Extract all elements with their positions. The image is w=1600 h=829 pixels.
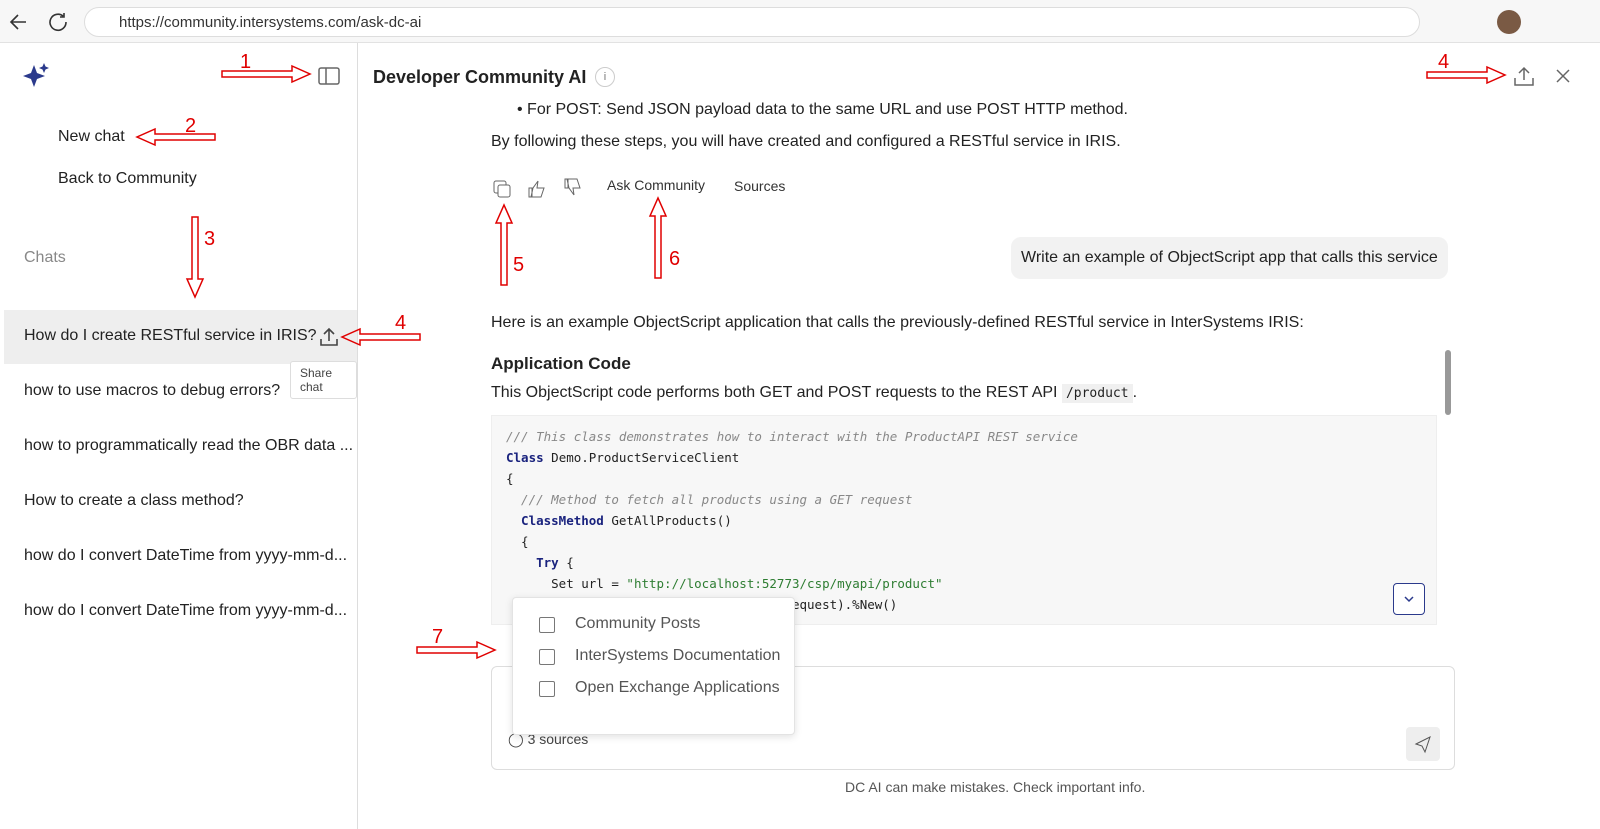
inline-code: /product bbox=[1061, 384, 1133, 403]
tooltip: Share chat bbox=[290, 361, 357, 399]
checkbox[interactable] bbox=[539, 649, 555, 665]
logo bbox=[23, 63, 49, 87]
code-token: Try bbox=[506, 555, 559, 570]
code-line: /// Method to fetch all products using a… bbox=[506, 489, 1422, 510]
code-block: /// This class demonstrates how to inter… bbox=[491, 415, 1437, 625]
checkbox[interactable] bbox=[539, 681, 555, 697]
sources-button[interactable]: ◯ 3 sources bbox=[508, 731, 589, 747]
bullet-text: For POST: Send JSON payload data to the … bbox=[527, 101, 1128, 118]
heading: Application Code bbox=[491, 354, 631, 373]
disclaimer: DC AI can make mistakes. Check important… bbox=[845, 779, 1146, 795]
chats-heading: Chats bbox=[24, 249, 66, 266]
nav-buttons[interactable] bbox=[8, 10, 68, 34]
source-option[interactable]: Community Posts bbox=[539, 615, 700, 633]
code-line: /// This class demonstrates how to inter… bbox=[506, 426, 1422, 447]
code-line: { bbox=[506, 531, 1422, 552]
code: /// This class demonstrates how to inter… bbox=[506, 426, 1422, 615]
chat-item[interactable]: how to programmatically read the OBR dat… bbox=[24, 437, 354, 454]
chat-item[interactable]: How to create a class method? bbox=[24, 492, 244, 509]
sources-menu: Community Posts InterSystems Documentatio… bbox=[512, 597, 795, 735]
feedback-icons[interactable] bbox=[491, 175, 591, 201]
address-bar[interactable]: https://community.intersystems.com/ask-d… bbox=[84, 7, 1420, 37]
info-icon[interactable]: i bbox=[595, 67, 615, 87]
back-link[interactable]: Back to Community bbox=[58, 170, 197, 187]
description-end: . bbox=[1132, 384, 1138, 401]
panel-actions[interactable] bbox=[1513, 65, 1593, 89]
sources-link[interactable]: Sources bbox=[734, 178, 786, 194]
share-icon[interactable] bbox=[318, 326, 340, 348]
code-token: { bbox=[558, 555, 574, 570]
code-token: ClassMethod bbox=[506, 513, 604, 528]
code-token: "http://localhost:52773/csp/myapi/produc… bbox=[626, 576, 943, 591]
code-line: { bbox=[506, 468, 1422, 489]
code-line: Class Demo.ProductServiceClient bbox=[506, 447, 1422, 468]
panel-title: Developer Community AI bbox=[373, 67, 587, 87]
chat-item[interactable]: how to use macros to debug errors? bbox=[24, 382, 281, 399]
source-option[interactable]: InterSystems Documentation bbox=[539, 647, 780, 665]
code-line: Try { bbox=[506, 552, 1422, 573]
toggle-sidebar[interactable] bbox=[318, 67, 340, 85]
intro: Here is an example ObjectScript applicat… bbox=[491, 314, 1304, 331]
chevron bbox=[1404, 596, 1414, 603]
code-token: Class bbox=[506, 450, 544, 465]
option-label: InterSystems Documentation bbox=[575, 647, 781, 664]
code-token: /// This class demonstrates how to inter… bbox=[506, 429, 1078, 444]
code-token: Demo.ProductServiceClient bbox=[543, 450, 740, 465]
code-token: Set url = bbox=[506, 576, 627, 591]
code-token: { bbox=[506, 534, 529, 549]
bullet: • For POST: Send JSON payload data to th… bbox=[517, 101, 1128, 118]
description: This ObjectScript code performs both GET… bbox=[491, 384, 1138, 403]
chat-item[interactable]: how do I convert DateTime from yyyy-mm-d… bbox=[24, 547, 348, 564]
code-line: Set url = "http://localhost:52773/csp/my… bbox=[506, 573, 1422, 594]
send-icon bbox=[1414, 736, 1431, 754]
chat-item[interactable]: how do I convert DateTime from yyyy-mm-d… bbox=[24, 602, 348, 619]
browser-toolbar: https://community.intersystems.com/ask-d… bbox=[0, 0, 1600, 43]
scroll-down[interactable] bbox=[1393, 583, 1425, 615]
checkbox[interactable] bbox=[539, 617, 555, 633]
sidebar: New chat Back to Community Chats How do … bbox=[0, 43, 358, 829]
chat-panel: Developer Community AI i • For POST: Sen… bbox=[359, 43, 1600, 829]
user-message: Write an example of ObjectScript app tha… bbox=[1011, 237, 1448, 279]
option-label: Community Posts bbox=[575, 615, 701, 632]
code-token: /// Method to fetch all products using a… bbox=[506, 492, 913, 507]
ask-community[interactable]: Ask Community bbox=[607, 177, 706, 193]
profile-avatar[interactable] bbox=[1497, 10, 1521, 34]
code-token: GetAllProducts() bbox=[603, 513, 732, 528]
code-token: { bbox=[506, 471, 514, 486]
summary: By following these steps, you will have … bbox=[491, 133, 1121, 150]
new-chat[interactable]: New chat bbox=[58, 128, 125, 145]
composer: ◯ 3 sources bbox=[491, 666, 1455, 770]
chat-item[interactable]: How do I create RESTful service in IRIS? bbox=[4, 310, 357, 364]
description-text: This ObjectScript code performs both GET… bbox=[491, 384, 1058, 401]
scrollbar bbox=[1445, 350, 1451, 415]
sources-count: 3 sources bbox=[527, 731, 589, 747]
send-button[interactable] bbox=[1406, 727, 1440, 761]
source-option[interactable]: Open Exchange Applications bbox=[539, 679, 780, 697]
option-label: Open Exchange Applications bbox=[575, 679, 780, 696]
code-line: ClassMethod GetAllProducts() bbox=[506, 510, 1422, 531]
